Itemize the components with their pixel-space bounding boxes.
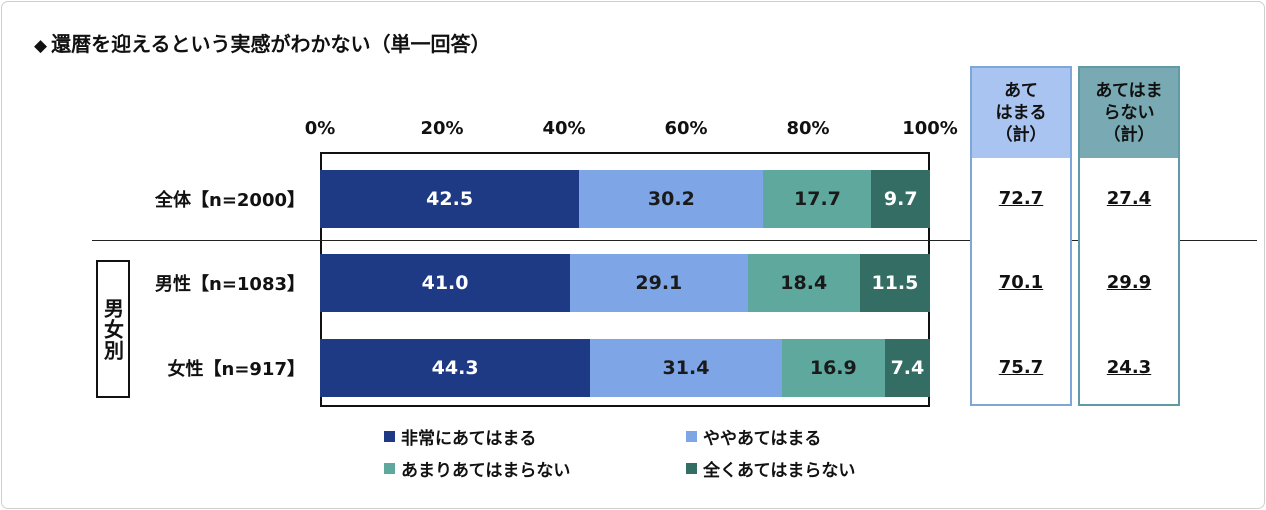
legend-label: 非常にあてはまる — [401, 429, 537, 449]
bar-segment: 18.4 — [747, 254, 860, 312]
bar-segment: 11.5 — [859, 254, 930, 312]
legend-swatch — [384, 463, 395, 474]
agree-total-header: あて はまる （計） — [972, 68, 1070, 158]
bar-segment: 7.4 — [884, 339, 930, 397]
agree-total-value: 70.1 — [998, 272, 1044, 293]
chart-title: ◆ 還暦を迎えるという実感がわかない（単一回答） — [34, 28, 490, 57]
disagree-total-value: 29.9 — [1106, 272, 1152, 293]
diamond-icon: ◆ — [34, 36, 48, 56]
legend-item: ややあてはまる — [686, 424, 821, 449]
data-label: 29.1 — [635, 272, 683, 294]
bar-segment: 16.9 — [781, 339, 885, 397]
data-label: 18.4 — [780, 272, 828, 294]
bar-row: 44.3 31.4 16.9 7.4 — [0, 339, 1266, 397]
legend-swatch — [384, 431, 395, 442]
data-label: 11.5 — [871, 272, 919, 294]
data-label: 9.7 — [883, 188, 918, 210]
bar-segment: 31.4 — [590, 339, 782, 397]
gender-group-label: 男女別 — [100, 297, 125, 361]
legend-item: あまりあてはまらない — [384, 456, 570, 481]
chart-title-text: 還暦を迎えるという実感がわかない（単一回答） — [51, 32, 491, 56]
data-label: 44.3 — [431, 357, 479, 379]
bar-segment: 41.0 — [320, 254, 571, 312]
x-tick-label: 60% — [664, 118, 708, 139]
x-tick-label: 20% — [420, 118, 464, 139]
group-separator — [92, 240, 1257, 241]
bar-segment: 30.2 — [579, 170, 764, 228]
bar-segment: 29.1 — [570, 254, 748, 312]
legend-item: 全くあてはまらない — [686, 456, 855, 481]
legend-item: 非常にあてはまる — [384, 424, 536, 449]
bar-segment: 42.5 — [320, 170, 580, 228]
legend-label: ややあてはまる — [703, 429, 822, 449]
x-tick-label: 40% — [542, 118, 586, 139]
bar-row: 41.0 29.1 18.4 11.5 — [0, 254, 1266, 312]
legend-swatch — [686, 463, 697, 474]
disagree-total-header: あてはま らない （計） — [1080, 68, 1178, 158]
legend-label: 全くあてはまらない — [703, 461, 856, 481]
data-label: 17.7 — [794, 188, 841, 210]
data-label: 42.5 — [426, 188, 474, 210]
agree-total-value: 75.7 — [998, 357, 1044, 378]
agree-total-value: 72.7 — [998, 188, 1044, 209]
x-tick-label: 100% — [902, 118, 958, 139]
legend-label: あまりあてはまらない — [401, 461, 571, 481]
x-tick-label: 0% — [304, 118, 336, 139]
category-label: 全体【n=2000】 — [155, 190, 305, 211]
data-label: 41.0 — [421, 272, 469, 294]
disagree-total-column: あてはま らない （計） 27.4 29.9 24.3 — [1078, 66, 1180, 406]
category-label: 女性【n=917】 — [167, 359, 305, 380]
data-label: 31.4 — [662, 357, 710, 379]
bar-segment: 44.3 — [320, 339, 591, 397]
x-tick-label: 80% — [786, 118, 830, 139]
gender-group-box: 男女別 — [96, 260, 130, 398]
category-label: 男性【n=1083】 — [155, 274, 305, 295]
legend-swatch — [686, 431, 697, 442]
data-label: 30.2 — [647, 188, 695, 210]
bar-segment: 17.7 — [763, 170, 872, 228]
disagree-total-value: 24.3 — [1106, 357, 1152, 378]
bar-segment: 9.7 — [871, 170, 930, 228]
data-label: 16.9 — [809, 357, 857, 379]
bar-row: 42.5 30.2 17.7 9.7 — [0, 170, 1266, 228]
data-label: 7.4 — [890, 357, 925, 379]
disagree-total-value: 27.4 — [1106, 188, 1152, 209]
agree-total-column: あて はまる （計） 72.7 70.1 75.7 — [970, 66, 1072, 406]
